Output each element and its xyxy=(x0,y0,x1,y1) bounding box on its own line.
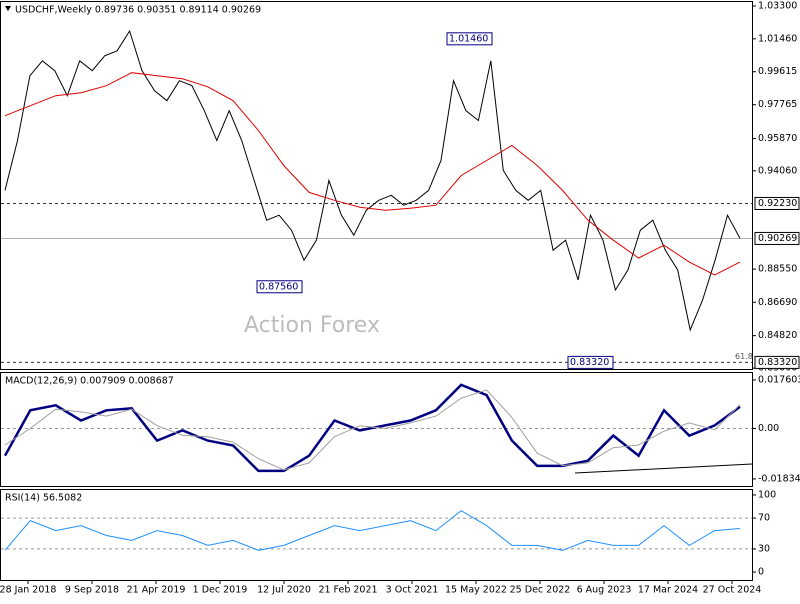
panel-frame xyxy=(0,1,753,370)
x-tick-label: 12 Jul 2020 xyxy=(257,585,311,596)
y-tick-label: 0.017603 xyxy=(758,374,800,385)
annotation-box xyxy=(567,355,614,369)
annotation-box xyxy=(256,280,303,294)
x-tick-label: 15 May 2022 xyxy=(445,585,507,596)
annotation: 61.8 xyxy=(735,352,753,361)
level-label: 0.83320 xyxy=(758,357,797,368)
x-tick-label: 6 Aug 2023 xyxy=(577,585,632,596)
annotation: 0.83320 xyxy=(570,357,609,368)
x-tick-label: 9 Sep 2018 xyxy=(65,585,119,596)
level-label: 0.90269 xyxy=(758,233,797,244)
panel-title: MACD(12,26,9) 0.007909 0.008687 xyxy=(5,376,174,387)
y-tick-label: 0.00 xyxy=(758,423,779,434)
y-tick-label: 100 xyxy=(758,489,776,500)
panel-title: RSI(14) 56.5082 xyxy=(5,493,82,504)
panel-frame xyxy=(0,489,753,581)
y-tick-label: 0.94060 xyxy=(758,165,797,176)
y-tick-label: 0.88550 xyxy=(758,264,797,275)
watermark: Action Forex xyxy=(244,313,380,338)
level-label: 0.92230 xyxy=(758,198,797,209)
x-tick-label: 17 Mar 2024 xyxy=(638,585,698,596)
series-line xyxy=(4,510,741,551)
series-line xyxy=(4,389,741,471)
panel-frame xyxy=(0,372,753,487)
menu-triangle xyxy=(5,6,11,11)
y-tick-label: 1.01460 xyxy=(758,33,797,44)
y-tick-label: 0.86690 xyxy=(758,297,797,308)
series-line xyxy=(4,72,741,276)
annotation-box xyxy=(446,32,493,46)
level-label-box xyxy=(754,355,800,369)
annotation: 1.01460 xyxy=(449,33,488,44)
annotation: 0.87560 xyxy=(259,281,298,292)
x-tick-label: 21 Feb 2021 xyxy=(318,585,377,596)
trend-line xyxy=(574,463,753,474)
x-tick-label: 25 Dec 2022 xyxy=(510,585,571,596)
series-line xyxy=(3,383,741,473)
x-tick-label: 27 Oct 2024 xyxy=(703,585,762,596)
y-tick-label: 0.97765 xyxy=(758,99,797,110)
x-tick-label: 3 Oct 2021 xyxy=(386,585,439,596)
y-tick-label: 0.99615 xyxy=(758,66,797,77)
series-line xyxy=(4,29,741,332)
x-tick-label: 1 Dec 2019 xyxy=(193,585,248,596)
level-label-box xyxy=(754,196,800,210)
y-tick-label: 0 xyxy=(758,567,764,578)
y-tick-label: 1.03300 xyxy=(758,0,797,11)
y-tick-label: 0.95870 xyxy=(758,133,797,144)
y-tick-label: -0.01834 xyxy=(758,473,800,484)
level-label-box xyxy=(754,231,800,245)
y-tick-label: 0.84820 xyxy=(758,330,797,341)
panel-title: USDCHF,Weekly 0.89736 0.90351 0.89114 0.… xyxy=(15,5,261,16)
y-tick-label: 70 xyxy=(758,513,770,524)
x-tick-label: 28 Jan 2018 xyxy=(0,585,56,596)
y-tick-label: 30 xyxy=(758,543,770,554)
x-tick-label: 21 Apr 2019 xyxy=(127,585,186,596)
